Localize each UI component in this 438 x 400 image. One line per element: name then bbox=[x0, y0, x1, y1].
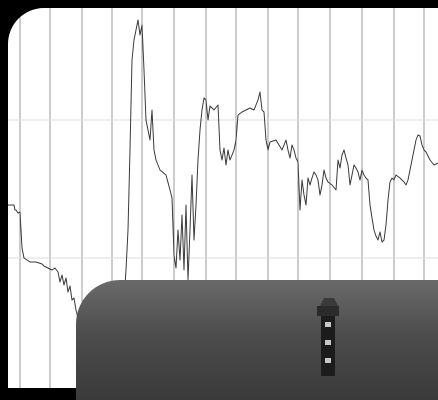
photo-inset bbox=[76, 280, 438, 400]
tower-icon bbox=[317, 298, 339, 376]
image-canvas bbox=[8, 8, 438, 400]
